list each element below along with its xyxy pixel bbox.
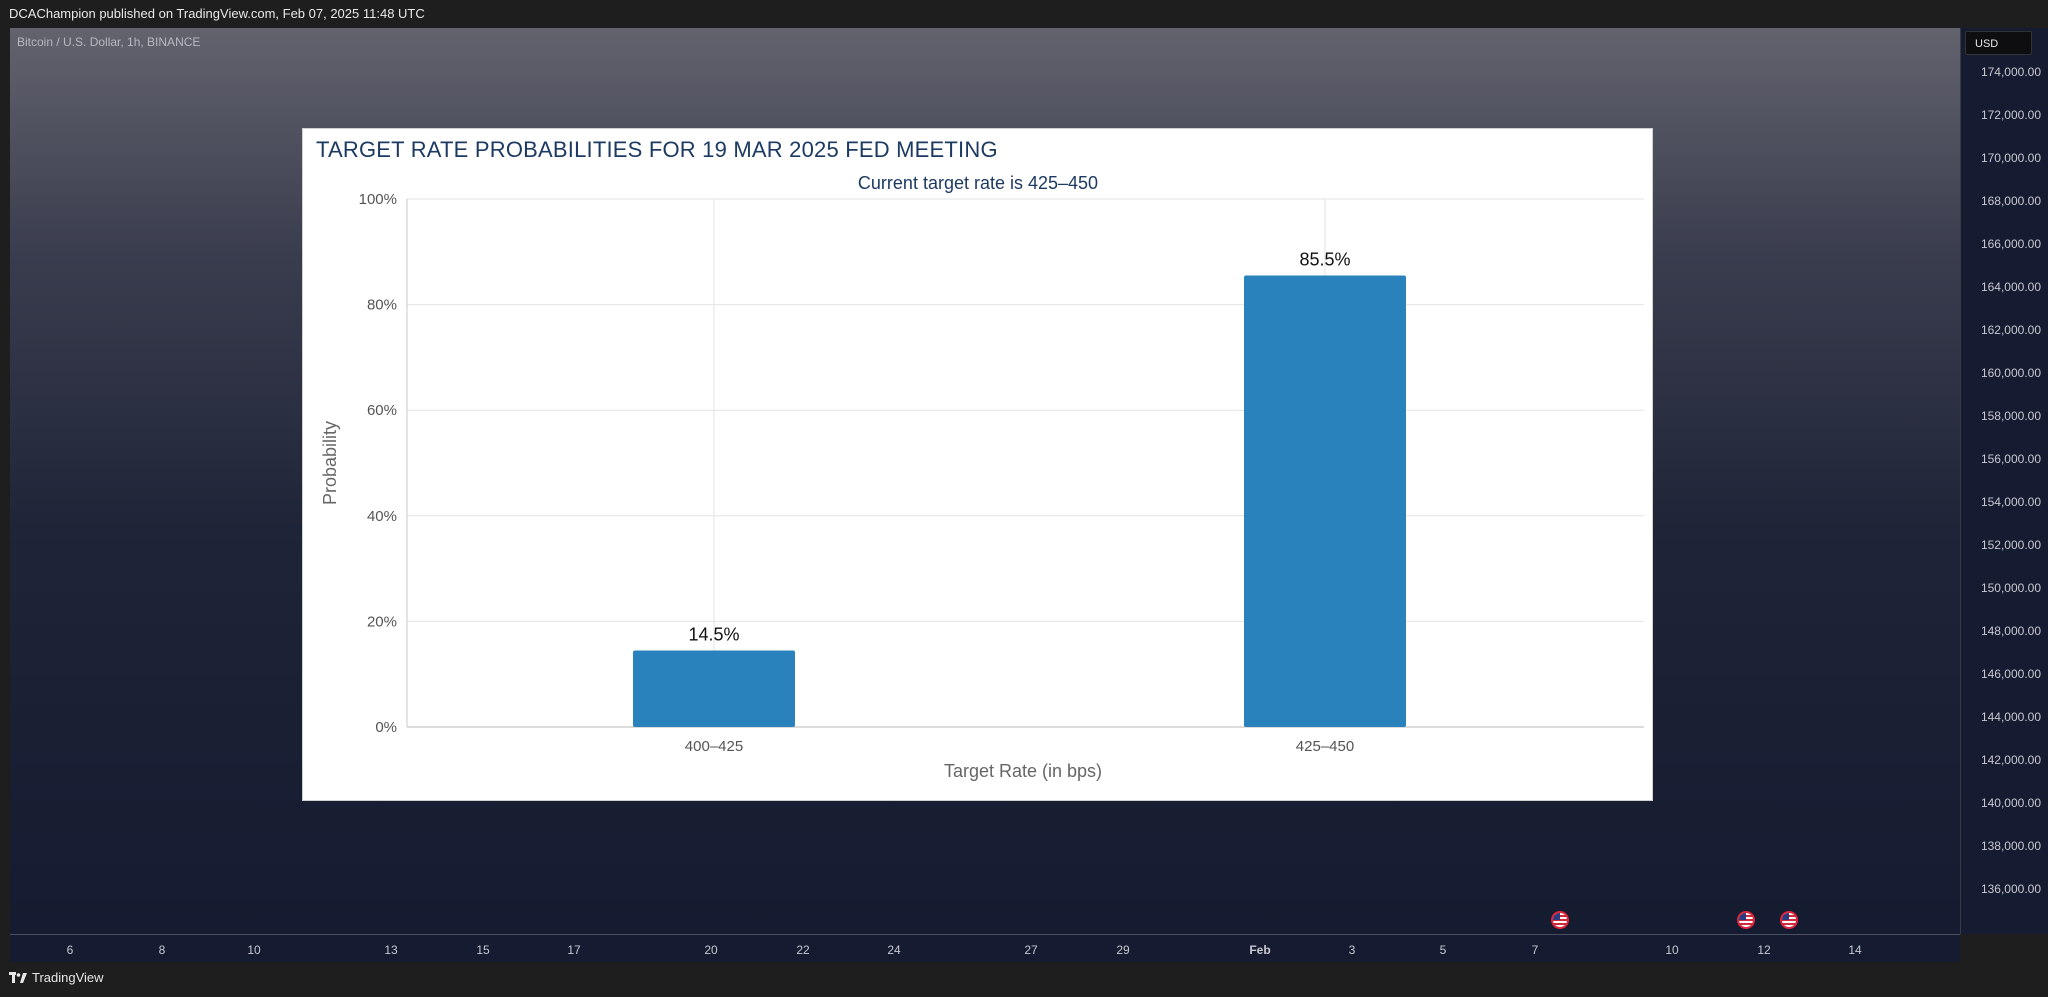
y-axis-title: Probability — [320, 421, 340, 505]
tradingview-logo-icon — [9, 971, 27, 983]
chart-subtitle: Current target rate is 425–450 — [858, 173, 1098, 193]
x-tick-label: 425–450 — [1296, 738, 1354, 755]
time-tick-label: 14 — [1848, 943, 1862, 957]
x-tick-label: 400–425 — [685, 738, 743, 755]
y-tick-label: 40% — [367, 508, 397, 525]
time-tick-label: 6 — [66, 943, 74, 957]
bar — [1244, 275, 1406, 727]
currency-button[interactable]: USD — [1965, 31, 2032, 55]
price-tick-label: 152,000.00 — [1980, 538, 2041, 552]
price-tick-label: 164,000.00 — [1980, 280, 2041, 294]
time-tick-label: 27 — [1024, 943, 1038, 957]
time-tick-label: 10 — [1665, 943, 1679, 957]
symbol-legend[interactable]: Bitcoin / U.S. Dollar, 1h, BINANCE — [17, 35, 201, 49]
footer-bar: TradingView — [0, 962, 2048, 997]
y-tick-label: 0% — [375, 719, 397, 736]
time-tick-label: 7 — [1531, 943, 1539, 957]
time-tick-label: 15 — [476, 943, 490, 957]
price-tick-label: 166,000.00 — [1980, 237, 2041, 251]
time-tick-label: 8 — [158, 943, 166, 957]
publish-info-text: DCAChampion published on TradingView.com… — [9, 6, 425, 21]
fed-probability-card: TARGET RATE PROBABILITIES FOR 19 MAR 202… — [302, 128, 1653, 801]
y-tick-label: 60% — [367, 402, 397, 419]
time-tick-label: 3 — [1348, 943, 1356, 957]
price-tick-label: 172,000.00 — [1980, 108, 2041, 122]
price-tick-label: 170,000.00 — [1980, 151, 2041, 165]
us-flag-event-icon[interactable] — [1780, 911, 1798, 929]
y-tick-label: 80% — [367, 297, 397, 314]
price-tick-label: 146,000.00 — [1980, 667, 2041, 681]
time-tick-label: Feb — [1249, 943, 1271, 957]
chart-title: TARGET RATE PROBABILITIES FOR 19 MAR 202… — [316, 137, 998, 162]
data-label: 85.5% — [1299, 250, 1350, 270]
bar-chart: Current target rate is 425–450 0% 20% 40% 60… — [320, 173, 1644, 781]
data-label: 14.5% — [688, 624, 739, 644]
time-tick-label: 13 — [384, 943, 398, 957]
price-tick-label: 144,000.00 — [1980, 710, 2041, 724]
time-tick-label: 10 — [247, 943, 261, 957]
time-axis[interactable]: 6 8 10 13 15 17 20 22 24 27 29 Feb 3 5 7 10 12 14 — [10, 934, 1960, 962]
time-tick-label: 29 — [1116, 943, 1130, 957]
bar — [633, 650, 795, 727]
x-axis-title: Target Rate (in bps) — [944, 761, 1102, 781]
time-tick-label: 17 — [567, 943, 581, 957]
us-flag-event-icon[interactable] — [1737, 911, 1755, 929]
price-tick-label: 158,000.00 — [1980, 409, 2041, 423]
price-tick-label: 140,000.00 — [1980, 796, 2041, 810]
time-tick-label: 22 — [796, 943, 810, 957]
time-tick-label: 5 — [1439, 943, 1447, 957]
time-tick-label: 24 — [887, 943, 901, 957]
price-tick-label: 174,000.00 — [1980, 65, 2041, 79]
time-tick-label: 12 — [1757, 943, 1771, 957]
price-tick-label: 138,000.00 — [1980, 839, 2041, 853]
price-tick-label: 162,000.00 — [1980, 323, 2041, 337]
tradingview-logo[interactable]: TradingView — [9, 970, 104, 985]
tradingview-logo-text: TradingView — [32, 970, 104, 985]
y-tick-label: 20% — [367, 613, 397, 630]
us-flag-event-icon[interactable] — [1551, 911, 1569, 929]
price-tick-label: 142,000.00 — [1980, 753, 2041, 767]
price-tick-label: 150,000.00 — [1980, 581, 2041, 595]
price-tick-label: 136,000.00 — [1980, 882, 2041, 896]
price-tick-label: 160,000.00 — [1980, 366, 2041, 380]
price-tick-label: 154,000.00 — [1980, 495, 2041, 509]
price-axis[interactable]: 174,000.00 172,000.00 170,000.00 168,000.00… — [1960, 28, 2048, 934]
publish-info-bar: DCAChampion published on TradingView.com… — [0, 0, 2048, 27]
y-tick-label: 100% — [359, 191, 397, 208]
price-tick-label: 148,000.00 — [1980, 624, 2041, 638]
price-tick-label: 168,000.00 — [1980, 194, 2041, 208]
price-tick-label: 156,000.00 — [1980, 452, 2041, 466]
time-tick-label: 20 — [704, 943, 718, 957]
